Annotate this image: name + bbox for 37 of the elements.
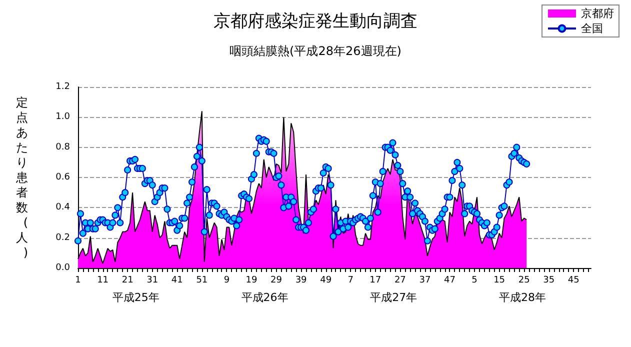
- x-tick-label: 1: [75, 276, 81, 286]
- x-tick-label: 7: [348, 276, 354, 286]
- text: 定点あたり患者数(人): [16, 96, 28, 260]
- y-tick-label: 0.4: [56, 202, 70, 213]
- x-tick-label: 51: [196, 276, 208, 286]
- text: 平成28年: [499, 291, 546, 304]
- text: 平成25年: [112, 291, 160, 304]
- x-tick-label: 5: [472, 276, 478, 286]
- chart-title: 京都府感染症発生動向調査: [214, 12, 418, 32]
- x-tick-label: 35: [543, 276, 555, 286]
- x-tick-label: 47: [444, 276, 456, 286]
- x-tick-label: 21: [122, 276, 134, 286]
- x-tick-label: 15: [494, 276, 506, 286]
- x-tick-label: 29: [270, 276, 282, 286]
- x-tick-label: 41: [171, 276, 183, 286]
- x-tick-label: 27: [394, 276, 406, 286]
- y-tick-label: 0.6: [56, 172, 70, 182]
- x-tick-label: 9: [224, 276, 230, 286]
- y-tick-label: 1.0: [56, 112, 70, 122]
- legend-label: 全国: [581, 22, 603, 35]
- x-tick-label: 49: [320, 276, 332, 286]
- y-tick-label: 0.0: [56, 263, 70, 273]
- text: 平成27年: [370, 291, 418, 304]
- x-tick-label: 37: [419, 276, 431, 286]
- x-tick-label: 31: [146, 276, 158, 286]
- y-tick-label: 1.2: [56, 82, 70, 92]
- legend-label: 京都府: [581, 7, 614, 20]
- x-tick-label: 17: [370, 276, 382, 286]
- x-tick-label: 11: [97, 276, 109, 286]
- x-tick-label: 45: [568, 276, 580, 286]
- x-tick-label: 25: [518, 276, 530, 286]
- text: 平成26年: [241, 291, 288, 304]
- chart-subtitle: 咽頭結膜熱(平成28年26週現在): [230, 44, 402, 58]
- y-tick-label: 0.8: [56, 142, 70, 152]
- x-tick-label: 19: [246, 276, 258, 286]
- x-tick-label: 39: [295, 276, 308, 286]
- y-tick-label: 0.2: [56, 232, 70, 243]
